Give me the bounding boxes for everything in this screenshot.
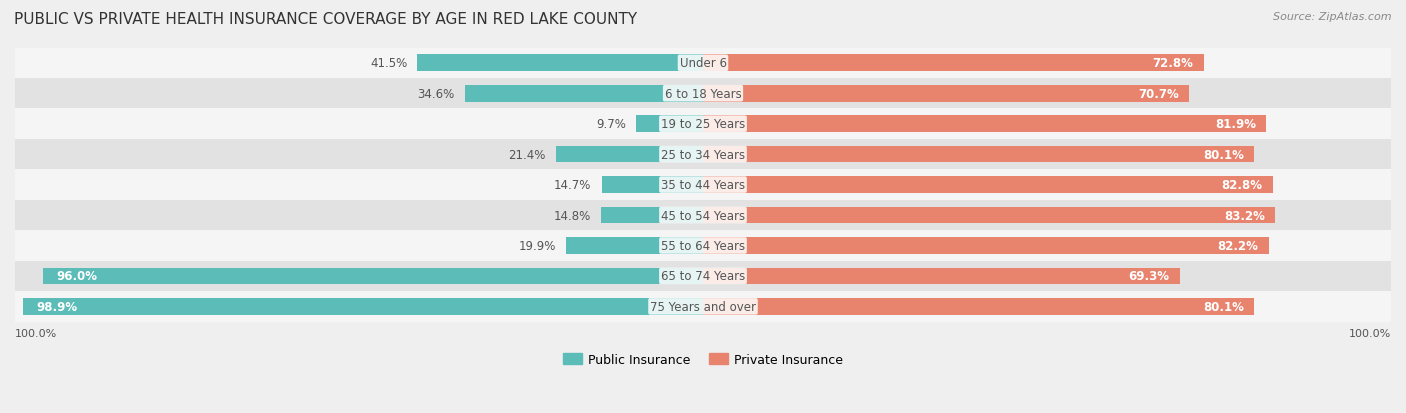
Bar: [15, 292, 1391, 322]
Text: 100.0%: 100.0%: [1348, 328, 1391, 338]
Text: 19.9%: 19.9%: [519, 240, 555, 252]
Text: 98.9%: 98.9%: [37, 300, 77, 313]
Text: 69.3%: 69.3%: [1129, 270, 1170, 283]
Bar: [703, 55, 1204, 72]
Bar: [567, 237, 703, 254]
Bar: [703, 146, 1254, 163]
Text: 96.0%: 96.0%: [56, 270, 97, 283]
Text: 80.1%: 80.1%: [1204, 148, 1244, 161]
Text: PUBLIC VS PRIVATE HEALTH INSURANCE COVERAGE BY AGE IN RED LAKE COUNTY: PUBLIC VS PRIVATE HEALTH INSURANCE COVER…: [14, 12, 637, 27]
Text: 9.7%: 9.7%: [596, 118, 626, 131]
Bar: [15, 48, 1391, 79]
Text: 14.7%: 14.7%: [554, 179, 592, 192]
Bar: [418, 55, 703, 72]
Bar: [703, 268, 1180, 285]
Text: Source: ZipAtlas.com: Source: ZipAtlas.com: [1274, 12, 1392, 22]
Bar: [15, 79, 1391, 109]
Text: 100.0%: 100.0%: [15, 328, 58, 338]
Bar: [637, 116, 703, 133]
Bar: [15, 140, 1391, 170]
Bar: [602, 207, 703, 224]
Bar: [703, 85, 1189, 102]
Bar: [15, 261, 1391, 292]
Text: 82.8%: 82.8%: [1222, 179, 1263, 192]
Text: 55 to 64 Years: 55 to 64 Years: [661, 240, 745, 252]
Bar: [703, 298, 1254, 315]
Text: 34.6%: 34.6%: [418, 88, 454, 100]
Bar: [602, 177, 703, 193]
Text: 25 to 34 Years: 25 to 34 Years: [661, 148, 745, 161]
Text: Under 6: Under 6: [679, 57, 727, 70]
Text: 45 to 54 Years: 45 to 54 Years: [661, 209, 745, 222]
Text: 70.7%: 70.7%: [1139, 88, 1180, 100]
Bar: [15, 231, 1391, 261]
Text: 19 to 25 Years: 19 to 25 Years: [661, 118, 745, 131]
Bar: [42, 268, 703, 285]
Text: 82.2%: 82.2%: [1218, 240, 1258, 252]
Text: 6 to 18 Years: 6 to 18 Years: [665, 88, 741, 100]
Text: 41.5%: 41.5%: [370, 57, 408, 70]
Legend: Public Insurance, Private Insurance: Public Insurance, Private Insurance: [558, 348, 848, 371]
Bar: [15, 200, 1391, 231]
Bar: [703, 177, 1272, 193]
Text: 83.2%: 83.2%: [1225, 209, 1265, 222]
Bar: [15, 170, 1391, 200]
Text: 75 Years and over: 75 Years and over: [650, 300, 756, 313]
Text: 81.9%: 81.9%: [1215, 118, 1256, 131]
Bar: [465, 85, 703, 102]
Bar: [22, 298, 703, 315]
Text: 72.8%: 72.8%: [1153, 57, 1194, 70]
Text: 65 to 74 Years: 65 to 74 Years: [661, 270, 745, 283]
Text: 80.1%: 80.1%: [1204, 300, 1244, 313]
Text: 35 to 44 Years: 35 to 44 Years: [661, 179, 745, 192]
Text: 21.4%: 21.4%: [508, 148, 546, 161]
Text: 14.8%: 14.8%: [554, 209, 591, 222]
Bar: [15, 109, 1391, 140]
Bar: [703, 237, 1268, 254]
Bar: [703, 207, 1275, 224]
Bar: [555, 146, 703, 163]
Bar: [703, 116, 1267, 133]
